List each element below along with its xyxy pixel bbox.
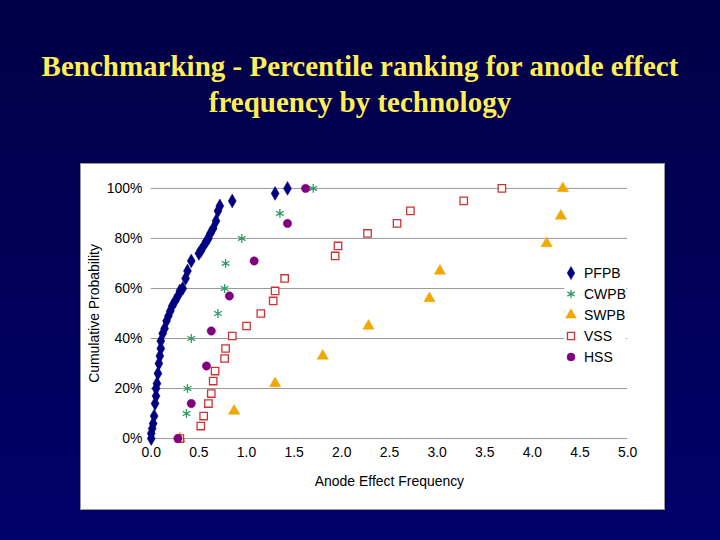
svg-text:40%: 40% xyxy=(114,330,142,346)
svg-text:2.0: 2.0 xyxy=(332,444,352,460)
svg-text:1.5: 1.5 xyxy=(284,444,304,460)
svg-text:Cumulative Probability: Cumulative Probability xyxy=(86,244,102,383)
svg-text:20%: 20% xyxy=(114,380,142,396)
svg-text:4.5: 4.5 xyxy=(570,444,590,460)
svg-text:3.0: 3.0 xyxy=(427,444,447,460)
html-text:Benchmarking - Percentile rank: Benchmarking - Percentile ranking for an… xyxy=(41,50,679,118)
html-text:CWPB: CWPB xyxy=(584,285,626,302)
svg-text:0%: 0% xyxy=(122,430,142,446)
svg-text:60%: 60% xyxy=(114,280,142,296)
svg-text:0.0: 0.0 xyxy=(142,444,162,460)
svg-text:100%: 100% xyxy=(107,180,143,196)
html-text:VSS: VSS xyxy=(584,327,612,344)
svg-text:3.5: 3.5 xyxy=(475,444,495,460)
html-text:SWPB: SWPB xyxy=(584,306,626,323)
html-text:HSS: HSS xyxy=(584,348,613,365)
svg-text:Anode Effect Frequency: Anode Effect Frequency xyxy=(315,473,464,489)
svg-text:80%: 80% xyxy=(114,230,142,246)
svg-text:5.0: 5.0 xyxy=(618,444,638,460)
html-text:PFPB: PFPB xyxy=(584,264,621,281)
svg-text:2.5: 2.5 xyxy=(380,444,400,460)
svg-text:1.0: 1.0 xyxy=(237,444,257,460)
svg-text:4.0: 4.0 xyxy=(523,444,543,460)
svg-text:0.5: 0.5 xyxy=(189,444,209,460)
